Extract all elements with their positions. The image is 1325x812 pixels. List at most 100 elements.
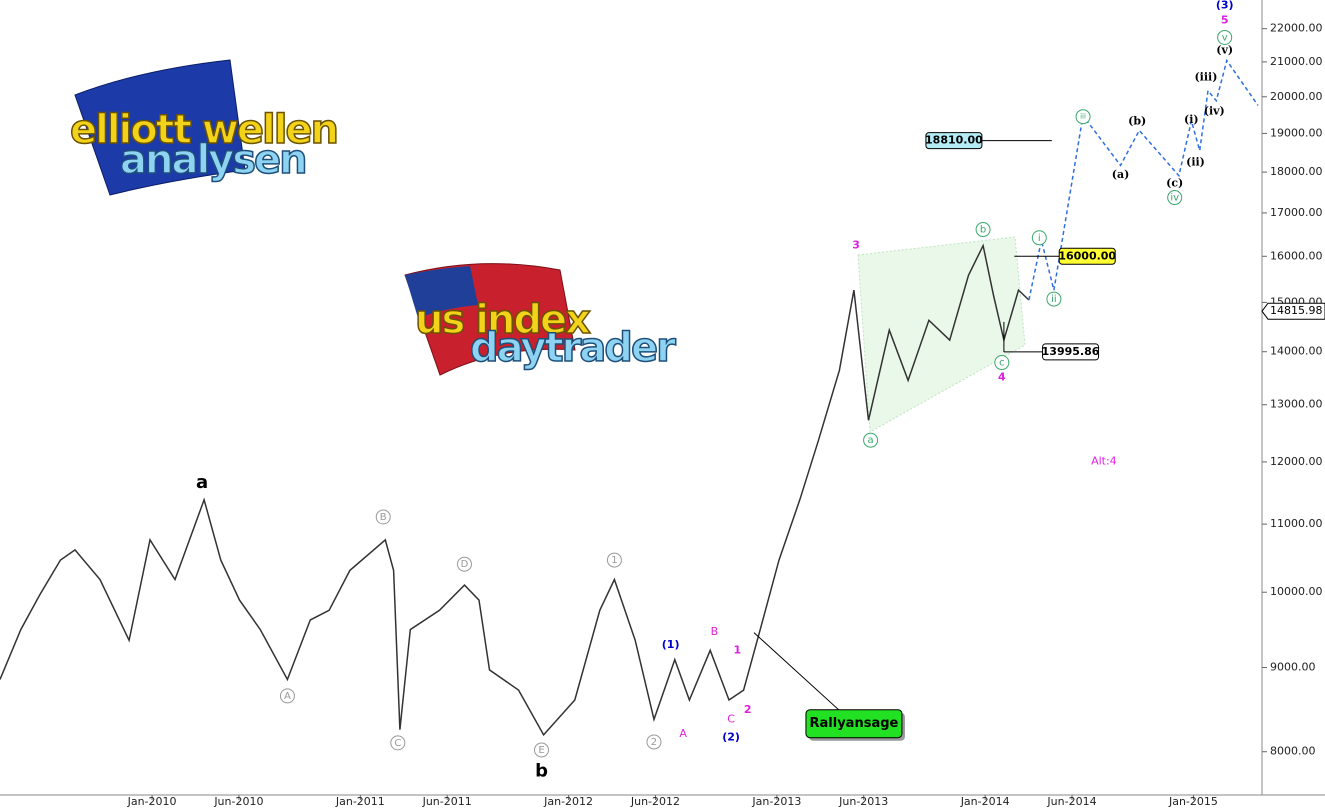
wave-circle: [1075, 109, 1091, 125]
x-tick-label: Jun-2014: [1046, 795, 1096, 808]
wave-label: 2: [651, 737, 657, 748]
callout-box: [805, 709, 903, 739]
x-tick-label: Jan-2011: [335, 795, 385, 808]
x-tick-label: Jan-2010: [127, 795, 177, 808]
y-tick-label: 20000.00: [1270, 90, 1323, 103]
wave-label: ii: [1051, 294, 1057, 305]
price-line: [0, 243, 1030, 737]
x-tick-label: Jan-2012: [543, 795, 593, 808]
callout-pointer: [753, 632, 855, 725]
wave-label: a: [868, 435, 874, 446]
y-tick-label: 22000.00: [1270, 22, 1323, 35]
wave-circle: [863, 432, 879, 448]
wave-circle: [606, 552, 622, 568]
wave-label: b: [980, 225, 986, 236]
wave-label: B: [380, 512, 387, 523]
wave-label: iii: [1080, 113, 1086, 121]
wave-circle: [975, 222, 991, 238]
level-label: 16000.00: [1058, 249, 1116, 262]
y-tick-label: 19000.00: [1270, 126, 1323, 139]
wave-label: (a): [1112, 168, 1130, 181]
wave-circle: [1217, 29, 1233, 45]
x-tick-label: Jun-2011: [422, 795, 472, 808]
wave-label: (c): [1166, 177, 1183, 190]
wave-label: 1: [611, 555, 617, 566]
wave-circle: [1167, 190, 1183, 206]
wave-label: Alt:4: [1091, 454, 1117, 467]
y-tick-label: 16000.00: [1270, 249, 1323, 262]
wave-circle: [646, 734, 662, 750]
logo-us: us index daytrader: [404, 263, 679, 376]
level-label: 13995.86: [1042, 345, 1100, 358]
wave-label: 4: [998, 371, 1006, 384]
y-tick-label: 9000.00: [1270, 661, 1316, 674]
y-tick-label: 18000.00: [1270, 165, 1323, 178]
wave-label: A: [284, 691, 291, 702]
wave-label: a: [196, 472, 208, 493]
wave-circle: [1031, 230, 1047, 246]
wedge: [857, 236, 1026, 433]
logo-elliott: elliott wellen analysen: [69, 59, 340, 196]
wave-label: B: [711, 625, 719, 638]
wave-circle: [456, 556, 472, 572]
wave-label: 5: [1221, 14, 1229, 27]
callout-label: Rallyansage: [810, 716, 899, 731]
logo-text: daytrader: [470, 325, 676, 371]
wave-label: b: [535, 761, 548, 782]
level-box: [1042, 343, 1100, 361]
logo-text: us index: [415, 297, 591, 343]
x-tick-label: Jan-2014: [960, 795, 1010, 808]
x-tick-label: Jun-2010: [213, 795, 263, 808]
wave-circle: [534, 742, 550, 758]
wave-label: (3): [1216, 0, 1234, 12]
wave-label: D: [461, 559, 469, 570]
wave-label: (iv): [1204, 105, 1225, 118]
wave-label: (v): [1216, 43, 1233, 56]
wave-label: (b): [1128, 115, 1146, 128]
wave-label: E: [538, 745, 544, 756]
wave-label: 2: [744, 703, 752, 716]
wave-circle: [390, 735, 406, 751]
wave-label: 1: [733, 643, 741, 656]
wave-label: 3: [852, 239, 860, 252]
wave-label: v: [1222, 32, 1228, 43]
wave-label: iv: [1170, 193, 1179, 204]
x-tick-label: Jan-2015: [1168, 795, 1218, 808]
wave-label: (2): [722, 731, 740, 744]
y-tick-label: 8000.00: [1270, 745, 1316, 758]
level-label: 18810.00: [925, 134, 983, 147]
wave-label: C: [394, 738, 401, 749]
logo-text: analysen: [120, 137, 306, 183]
y-tick-label: 21000.00: [1270, 55, 1323, 68]
y-tick-label: 12000.00: [1270, 455, 1323, 468]
wave-label: c: [999, 358, 1005, 369]
y-tick-label: 13000.00: [1270, 398, 1323, 411]
eu-flag: [74, 59, 246, 196]
wave-label: i: [1038, 233, 1041, 244]
logo-text: elliott wellen: [70, 107, 337, 153]
level-box: [925, 132, 983, 150]
x-tick-label: Jun-2012: [630, 795, 680, 808]
y-tick-label: 17000.00: [1270, 206, 1323, 219]
wave-label: C: [727, 712, 735, 725]
wave-label: (i): [1184, 113, 1199, 126]
wave-label: A: [679, 727, 687, 740]
y-tick-label: 10000.00: [1270, 585, 1323, 598]
y-tick-label: 11000.00: [1270, 517, 1323, 530]
wave-circle: [994, 355, 1010, 371]
wave-circle: [375, 509, 391, 525]
price-line: [1028, 58, 1259, 301]
wave-label: (1): [662, 638, 680, 651]
level-box: [1058, 247, 1116, 265]
wave-label: (ii): [1186, 156, 1205, 169]
us-flag-canton: [405, 266, 478, 318]
x-tick-label: Jan-2013: [751, 795, 801, 808]
wave-circle: [1046, 291, 1062, 307]
x-tick-label: Jun-2013: [838, 795, 888, 808]
price-tag-label: 14815.98: [1270, 304, 1323, 317]
price-tag: [1261, 302, 1325, 320]
y-tick-label: 14000.00: [1270, 345, 1323, 358]
wave-circle: [279, 688, 295, 704]
wave-label: (iii): [1194, 70, 1217, 83]
